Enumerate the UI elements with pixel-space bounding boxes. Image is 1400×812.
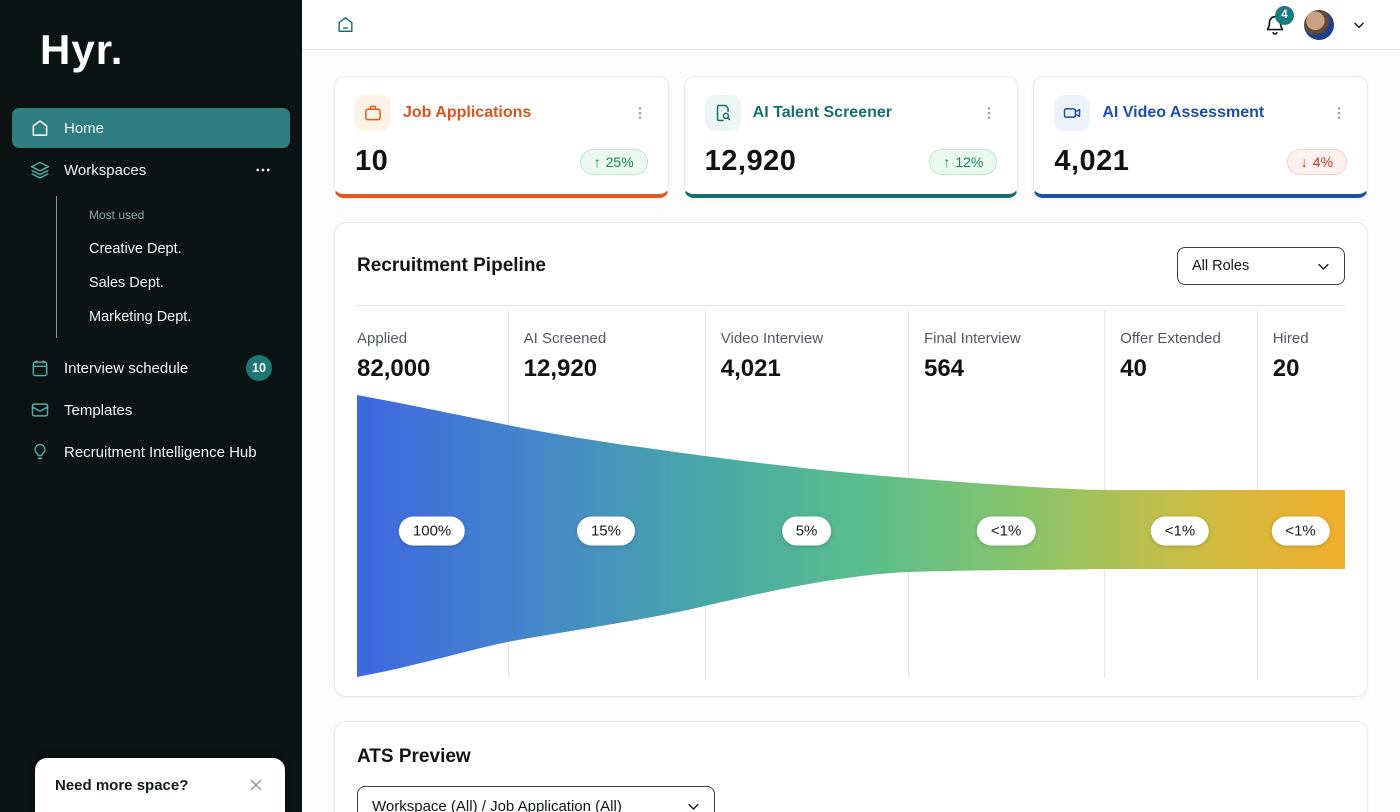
main-area: 4 Job Applications <box>302 0 1400 812</box>
trend-up-icon: ↑ <box>593 153 601 170</box>
sidebar-item-workspaces[interactable]: Workspaces <box>12 150 290 190</box>
stat-card-value: 10 <box>355 145 389 177</box>
funnel-percent-pill: <1% <box>1150 516 1210 546</box>
most-used-label: Most used <box>89 208 145 222</box>
trend-badge: ↑ 25% <box>579 148 648 175</box>
stage-value: 82,000 <box>357 355 431 382</box>
stat-card-value: 12,920 <box>704 145 797 177</box>
calendar-icon <box>30 358 50 378</box>
stage-name: Offer Extended <box>1120 330 1221 347</box>
envelope-icon <box>30 400 50 420</box>
stage-value: 12,920 <box>523 355 598 382</box>
stage-value: 40 <box>1120 355 1147 382</box>
funnel-svg <box>357 395 1345 677</box>
layers-icon <box>30 160 50 180</box>
stat-card-job-applications: Job Applications 10 ↑ 25% <box>334 76 669 198</box>
brand-logo: Hyr. <box>40 26 124 73</box>
funnel-shape: 100% 15% 5% <1% <1% <1% <box>357 394 1345 678</box>
sidebar-item-label: Recruitment Intelligence Hub <box>64 443 257 461</box>
sidebar-item-home[interactable]: Home <box>12 108 290 148</box>
notification-count-badge: 4 <box>1275 5 1294 25</box>
trend-up-icon: ↑ <box>943 153 951 170</box>
need-more-space-popup: Need more space? <box>35 758 285 812</box>
topbar-right: 4 <box>1264 5 1366 40</box>
stage-name: AI Screened <box>523 330 607 347</box>
roles-filter-select[interactable]: All Roles <box>1177 247 1345 285</box>
stage-value: 20 <box>1272 355 1300 382</box>
home-icon <box>30 118 50 138</box>
popup-text: Need more space? <box>55 776 189 794</box>
sidebar-item-label: Home <box>64 119 105 137</box>
ats-filter-value: Workspace (All) / Job Application (All) <box>372 797 622 812</box>
kebab-menu-icon[interactable] <box>981 105 997 121</box>
sidebar-item-interview-schedule[interactable]: Interview schedule 10 <box>12 348 290 388</box>
workspaces-menu-icon[interactable] <box>254 161 272 179</box>
lightbulb-icon <box>30 442 50 462</box>
funnel-percent-pill: 100% <box>398 516 466 546</box>
sidebar-item-label: Interview schedule <box>64 359 189 377</box>
stage-value: 564 <box>923 355 965 382</box>
stat-card-title: Job Applications <box>403 104 532 121</box>
dashboard-content: Job Applications 10 ↑ 25% <box>302 50 1400 812</box>
sidebar: Hyr. Home Workspaces Most used Creativ <box>0 0 302 812</box>
funnel-percent-pill: <1% <box>1271 516 1330 546</box>
ats-title: ATS Preview <box>357 746 471 767</box>
funnel-percent-pill: <1% <box>976 516 1036 546</box>
trend-badge: ↑ 12% <box>929 148 998 175</box>
stage-name: Final Interview <box>923 330 1021 347</box>
stage-name: Hired <box>1272 330 1309 347</box>
stat-card-value: 4,021 <box>1054 145 1130 177</box>
recruitment-pipeline-panel: Recruitment Pipeline All Roles Appl <box>334 222 1368 697</box>
sidebar-item-templates[interactable]: Templates <box>12 390 290 430</box>
pipeline-title: Recruitment Pipeline <box>357 255 546 276</box>
chevron-down-icon <box>1316 259 1330 273</box>
funnel-percent-pill: 5% <box>781 516 832 546</box>
video-camera-icon <box>1054 95 1091 131</box>
workspaces-sublist: Most used Creative Dept. Sales Dept. Mar… <box>56 196 290 338</box>
ats-preview-panel: ATS Preview Workspace (All) / Job Applic… <box>334 721 1368 812</box>
trend-change: 25% <box>605 153 634 170</box>
funnel-percent-pill: 15% <box>576 516 635 546</box>
stage-name: Applied <box>357 330 408 347</box>
pipeline-divider <box>357 305 1345 306</box>
funnel-chart: Applied 82,000 AI Screened 12,920 Video … <box>357 310 1345 678</box>
funnel-stage-applied: Applied 82,000 <box>357 310 508 678</box>
sidebar-item-label: Workspaces <box>64 161 147 179</box>
trend-change: 4% <box>1312 153 1334 170</box>
stat-card-ai-video-assessment: AI Video Assessment 4,021 ↓ 4% <box>1033 76 1369 198</box>
stage-value: 4,021 <box>720 355 781 382</box>
trend-down-icon: ↓ <box>1300 153 1308 170</box>
chevron-down-icon <box>686 799 700 812</box>
stat-card-ai-talent-screener: AI Talent Screener 12,920 ↑ 12% <box>683 76 1019 198</box>
file-search-icon <box>704 95 741 131</box>
stats-row: Job Applications 10 ↑ 25% <box>334 76 1369 198</box>
breadcrumb-home-icon[interactable] <box>336 15 355 34</box>
kebab-menu-icon[interactable] <box>1331 105 1347 121</box>
interview-count-badge: 10 <box>246 355 272 381</box>
stat-card-title: AI Video Assessment <box>1102 104 1265 121</box>
sidebar-item-recruitment-intelligence-hub[interactable]: Recruitment Intelligence Hub <box>12 432 290 472</box>
trend-badge: ↓ 4% <box>1286 148 1348 175</box>
sidebar-item-marketing-dept[interactable]: Marketing Dept. <box>89 309 192 325</box>
trend-change: 12% <box>955 153 984 170</box>
sidebar-item-sales-dept[interactable]: Sales Dept. <box>89 275 164 291</box>
sidebar-item-creative-dept[interactable]: Creative Dept. <box>89 241 182 257</box>
stage-name: Video Interview <box>720 330 824 347</box>
briefcase-icon <box>355 95 391 131</box>
sidebar-item-label: Templates <box>64 401 133 419</box>
stat-card-title: AI Talent Screener <box>752 104 892 121</box>
roles-filter-value: All Roles <box>1192 258 1250 274</box>
kebab-menu-icon[interactable] <box>632 105 648 121</box>
profile-chevron-down-icon[interactable] <box>1352 18 1366 32</box>
sidebar-nav: Home Workspaces Most used Creative Dept.… <box>0 108 302 472</box>
ats-filter-select[interactable]: Workspace (All) / Job Application (All) <box>357 786 715 812</box>
close-icon[interactable] <box>247 776 265 794</box>
user-avatar[interactable] <box>1304 9 1334 40</box>
notifications-bell-icon[interactable]: 4 <box>1264 5 1294 36</box>
topbar: 4 <box>302 0 1400 50</box>
